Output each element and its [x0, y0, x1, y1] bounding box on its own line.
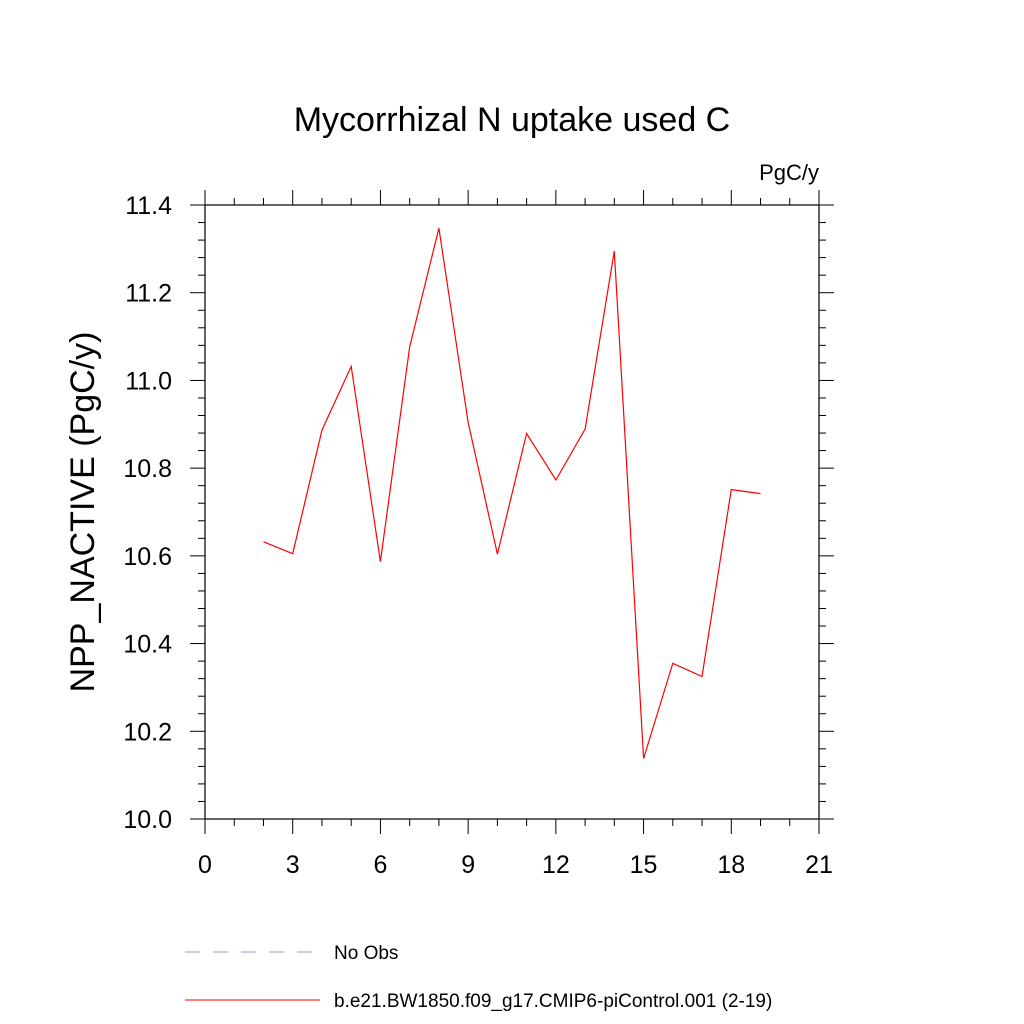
axis-ticks: 0 3 6 9 12 15 18 21 10.0 10.2 10.4 10.6 10.8 11.0 11.2… — [123, 190, 834, 879]
y-tick-label: 11.0 — [125, 367, 172, 395]
x-tick-label: 3 — [286, 851, 300, 879]
units-label: PgC/y — [759, 160, 819, 185]
y-tick-label: 11.2 — [125, 280, 172, 308]
x-tick-label: 6 — [373, 851, 387, 879]
y-tick-label: 10.6 — [123, 543, 172, 571]
y-tick-label: 10.0 — [123, 806, 172, 834]
y-axis-label: NPP_NACTIVE (PgC/y) — [64, 332, 102, 693]
chart-title: Mycorrhizal N uptake used C — [294, 101, 731, 139]
series-layer — [263, 228, 761, 759]
x-tick-label: 15 — [630, 851, 658, 879]
x-tick-label: 0 — [198, 851, 212, 879]
x-tick-label: 9 — [461, 851, 475, 879]
x-tick-label: 12 — [542, 851, 570, 879]
plot-frame — [204, 204, 820, 820]
legend-entry-label: No Obs — [334, 943, 398, 964]
series-line — [263, 228, 761, 759]
legend: No Obs b.e21.BW1850.f09_g17.CMIP6-piContr… — [185, 943, 772, 1012]
y-tick-label: 10.8 — [123, 455, 172, 483]
legend-entry-label: b.e21.BW1850.f09_g17.CMIP6-piControl.001… — [334, 991, 772, 1012]
x-tick-label: 18 — [717, 851, 745, 879]
x-tick-label: 21 — [805, 851, 833, 879]
y-tick-label: 10.2 — [123, 718, 172, 746]
y-tick-label: 11.4 — [125, 192, 172, 220]
y-tick-label: 10.4 — [123, 631, 172, 659]
